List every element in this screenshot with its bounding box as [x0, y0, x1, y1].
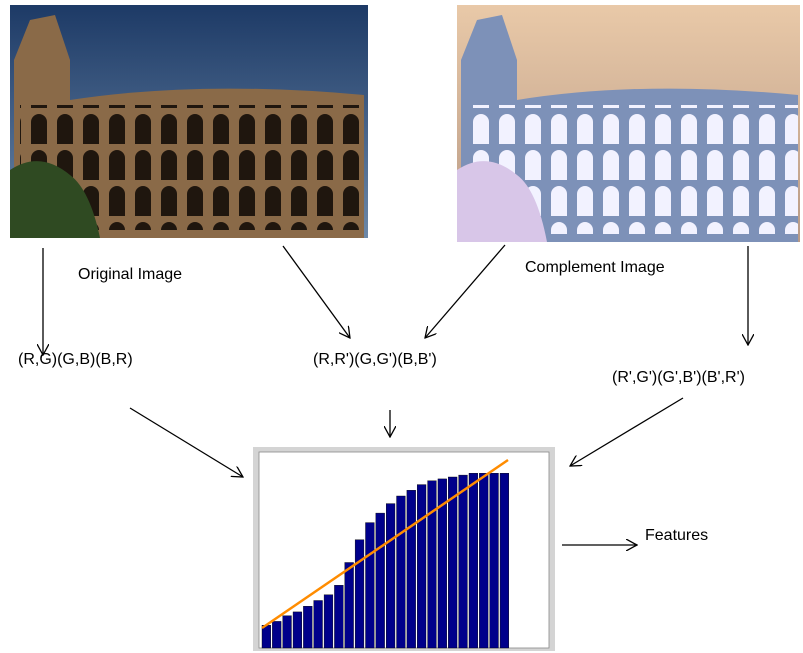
- bar: [344, 562, 354, 649]
- trend-line: [261, 458, 509, 630]
- bar: [282, 615, 292, 649]
- bar: [272, 621, 282, 649]
- label: (R,R')(G,G')(B,B'): [313, 351, 437, 368]
- bar: [261, 625, 271, 649]
- bar: [437, 478, 447, 649]
- bar: [313, 600, 323, 649]
- bar: [406, 490, 416, 649]
- label: Complement Image: [525, 259, 665, 276]
- complement-photo: [457, 5, 800, 242]
- bar: [427, 480, 437, 649]
- bar: [448, 476, 458, 649]
- bar: [489, 473, 499, 649]
- arrows: [43, 244, 748, 545]
- bar: [323, 594, 334, 649]
- bar: [375, 512, 385, 649]
- bar: [468, 473, 478, 649]
- bar: [479, 473, 489, 649]
- bar: [365, 522, 375, 649]
- original-photo: [10, 5, 368, 238]
- label: Features: [645, 527, 708, 544]
- label: (R',G')(G',B')(B',R'): [612, 369, 745, 386]
- bar: [303, 606, 313, 649]
- bar: [292, 611, 302, 649]
- label: (R,G)(G,B)(B,R): [18, 351, 133, 368]
- plot: [261, 458, 509, 649]
- bar: [386, 503, 396, 649]
- bar: [458, 474, 468, 649]
- bar: [334, 585, 344, 649]
- bar: [499, 473, 509, 649]
- bar: [417, 484, 427, 649]
- bar: [396, 495, 406, 649]
- bar: [354, 539, 365, 649]
- label: Original Image: [78, 266, 182, 283]
